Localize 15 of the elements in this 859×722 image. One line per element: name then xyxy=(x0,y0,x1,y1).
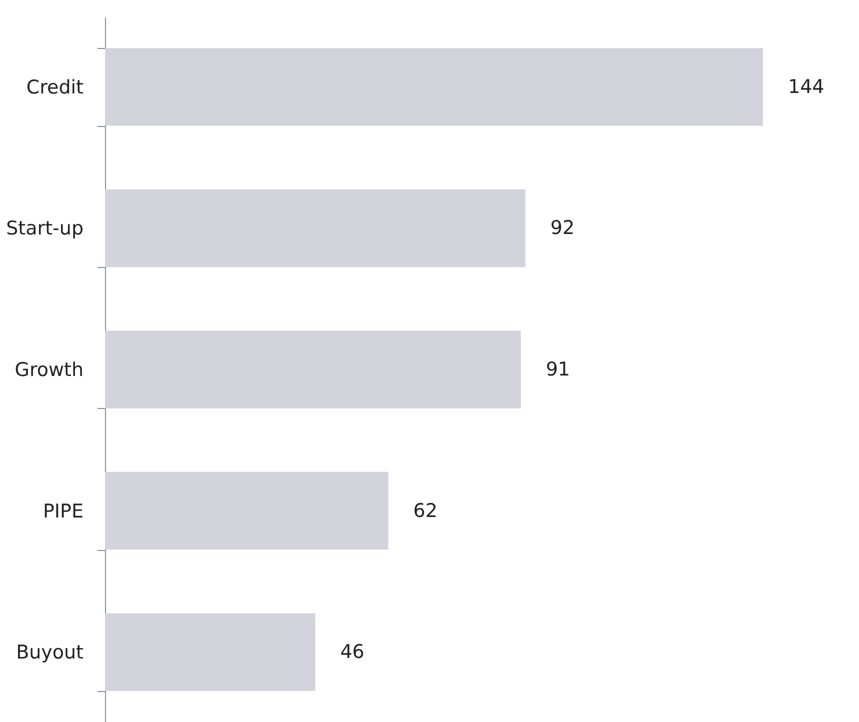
bar xyxy=(105,613,316,691)
bar xyxy=(105,330,521,408)
y-tick-label: Buyout xyxy=(16,642,84,664)
y-tick-label: Growth xyxy=(14,359,84,381)
y-tick-label: Start-up xyxy=(6,218,84,240)
data-label: 92 xyxy=(550,217,575,240)
bar xyxy=(105,48,763,126)
data-label: 46 xyxy=(340,641,364,664)
data-label: 91 xyxy=(546,358,570,380)
bar xyxy=(105,472,388,550)
data-label: 144 xyxy=(788,76,824,98)
data-label: 62 xyxy=(413,500,438,522)
y-tick-label: PIPE xyxy=(42,500,84,522)
y-tick-label: Credit xyxy=(26,76,84,98)
bar xyxy=(105,189,526,268)
